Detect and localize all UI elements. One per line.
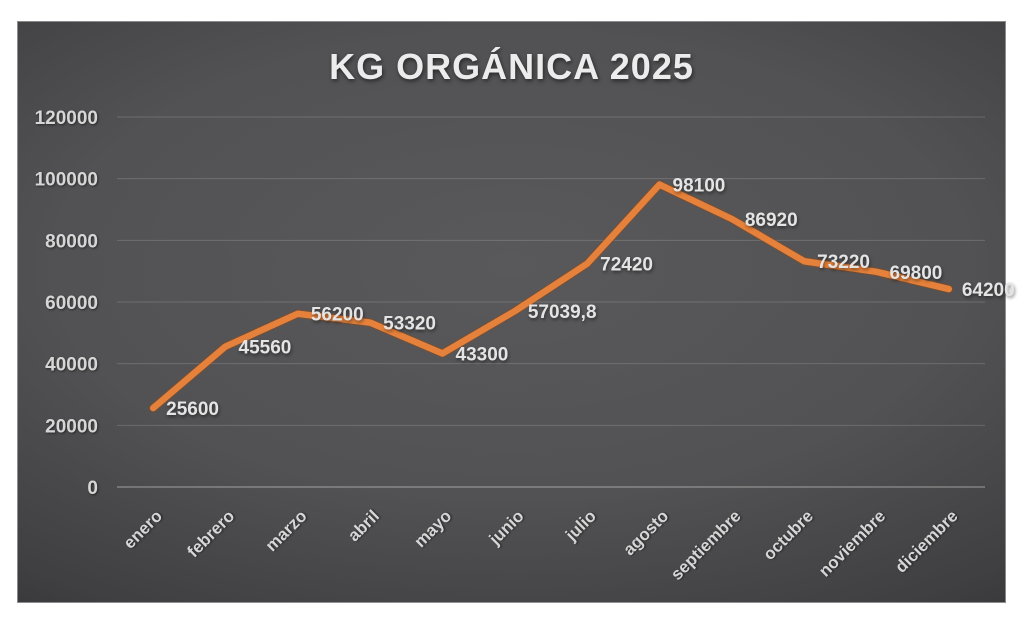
data-label: 86920: [745, 210, 798, 231]
data-label: 72420: [600, 255, 653, 276]
data-label: 57039,8: [528, 302, 597, 323]
x-tick-label: abril: [344, 506, 383, 545]
data-label: 25600: [166, 399, 219, 420]
series-line: [149, 181, 953, 412]
y-tick-label: 80000: [45, 231, 98, 252]
x-tick-label: julio: [561, 506, 600, 545]
y-tick-label: 100000: [35, 170, 98, 191]
data-label: 45560: [239, 338, 292, 359]
x-tick-label: mayo: [410, 506, 455, 551]
x-tick-label: noviembre: [815, 506, 889, 580]
series-line-shadow: [148, 180, 954, 413]
x-tick-label: octubre: [759, 506, 817, 564]
line-chart: 0 20000 40000 60000 80000 100000 120000 enero fe…: [35, 108, 1015, 584]
x-tick-label: agosto: [619, 506, 672, 559]
data-label: 53320: [383, 314, 436, 335]
data-label: 98100: [673, 176, 726, 197]
y-tick-label: 0: [87, 478, 98, 499]
data-label: 43300: [456, 344, 509, 365]
x-tick-label: diciembre: [891, 506, 961, 576]
chart-panel: KG ORGÁNICA 2025 0 20000 40000 60000 80000 10…: [17, 21, 1015, 603]
y-tick-label: 20000: [45, 416, 98, 437]
data-label: 73220: [817, 252, 870, 273]
x-tick-label: febrero: [183, 506, 238, 561]
data-label: 56200: [311, 305, 364, 326]
x-tick-label: junio: [485, 506, 528, 549]
x-tick-label: septiembre: [667, 506, 745, 584]
x-tick-label: marzo: [262, 506, 311, 555]
data-label: 64200: [962, 280, 1015, 301]
y-tick-label: 60000: [45, 293, 98, 314]
x-tick-label: enero: [120, 506, 166, 552]
y-tick-label: 40000: [45, 355, 98, 376]
y-tick-label: 120000: [35, 108, 98, 129]
data-label: 69800: [890, 263, 943, 284]
chart-title: KG ORGÁNICA 2025: [329, 46, 694, 87]
